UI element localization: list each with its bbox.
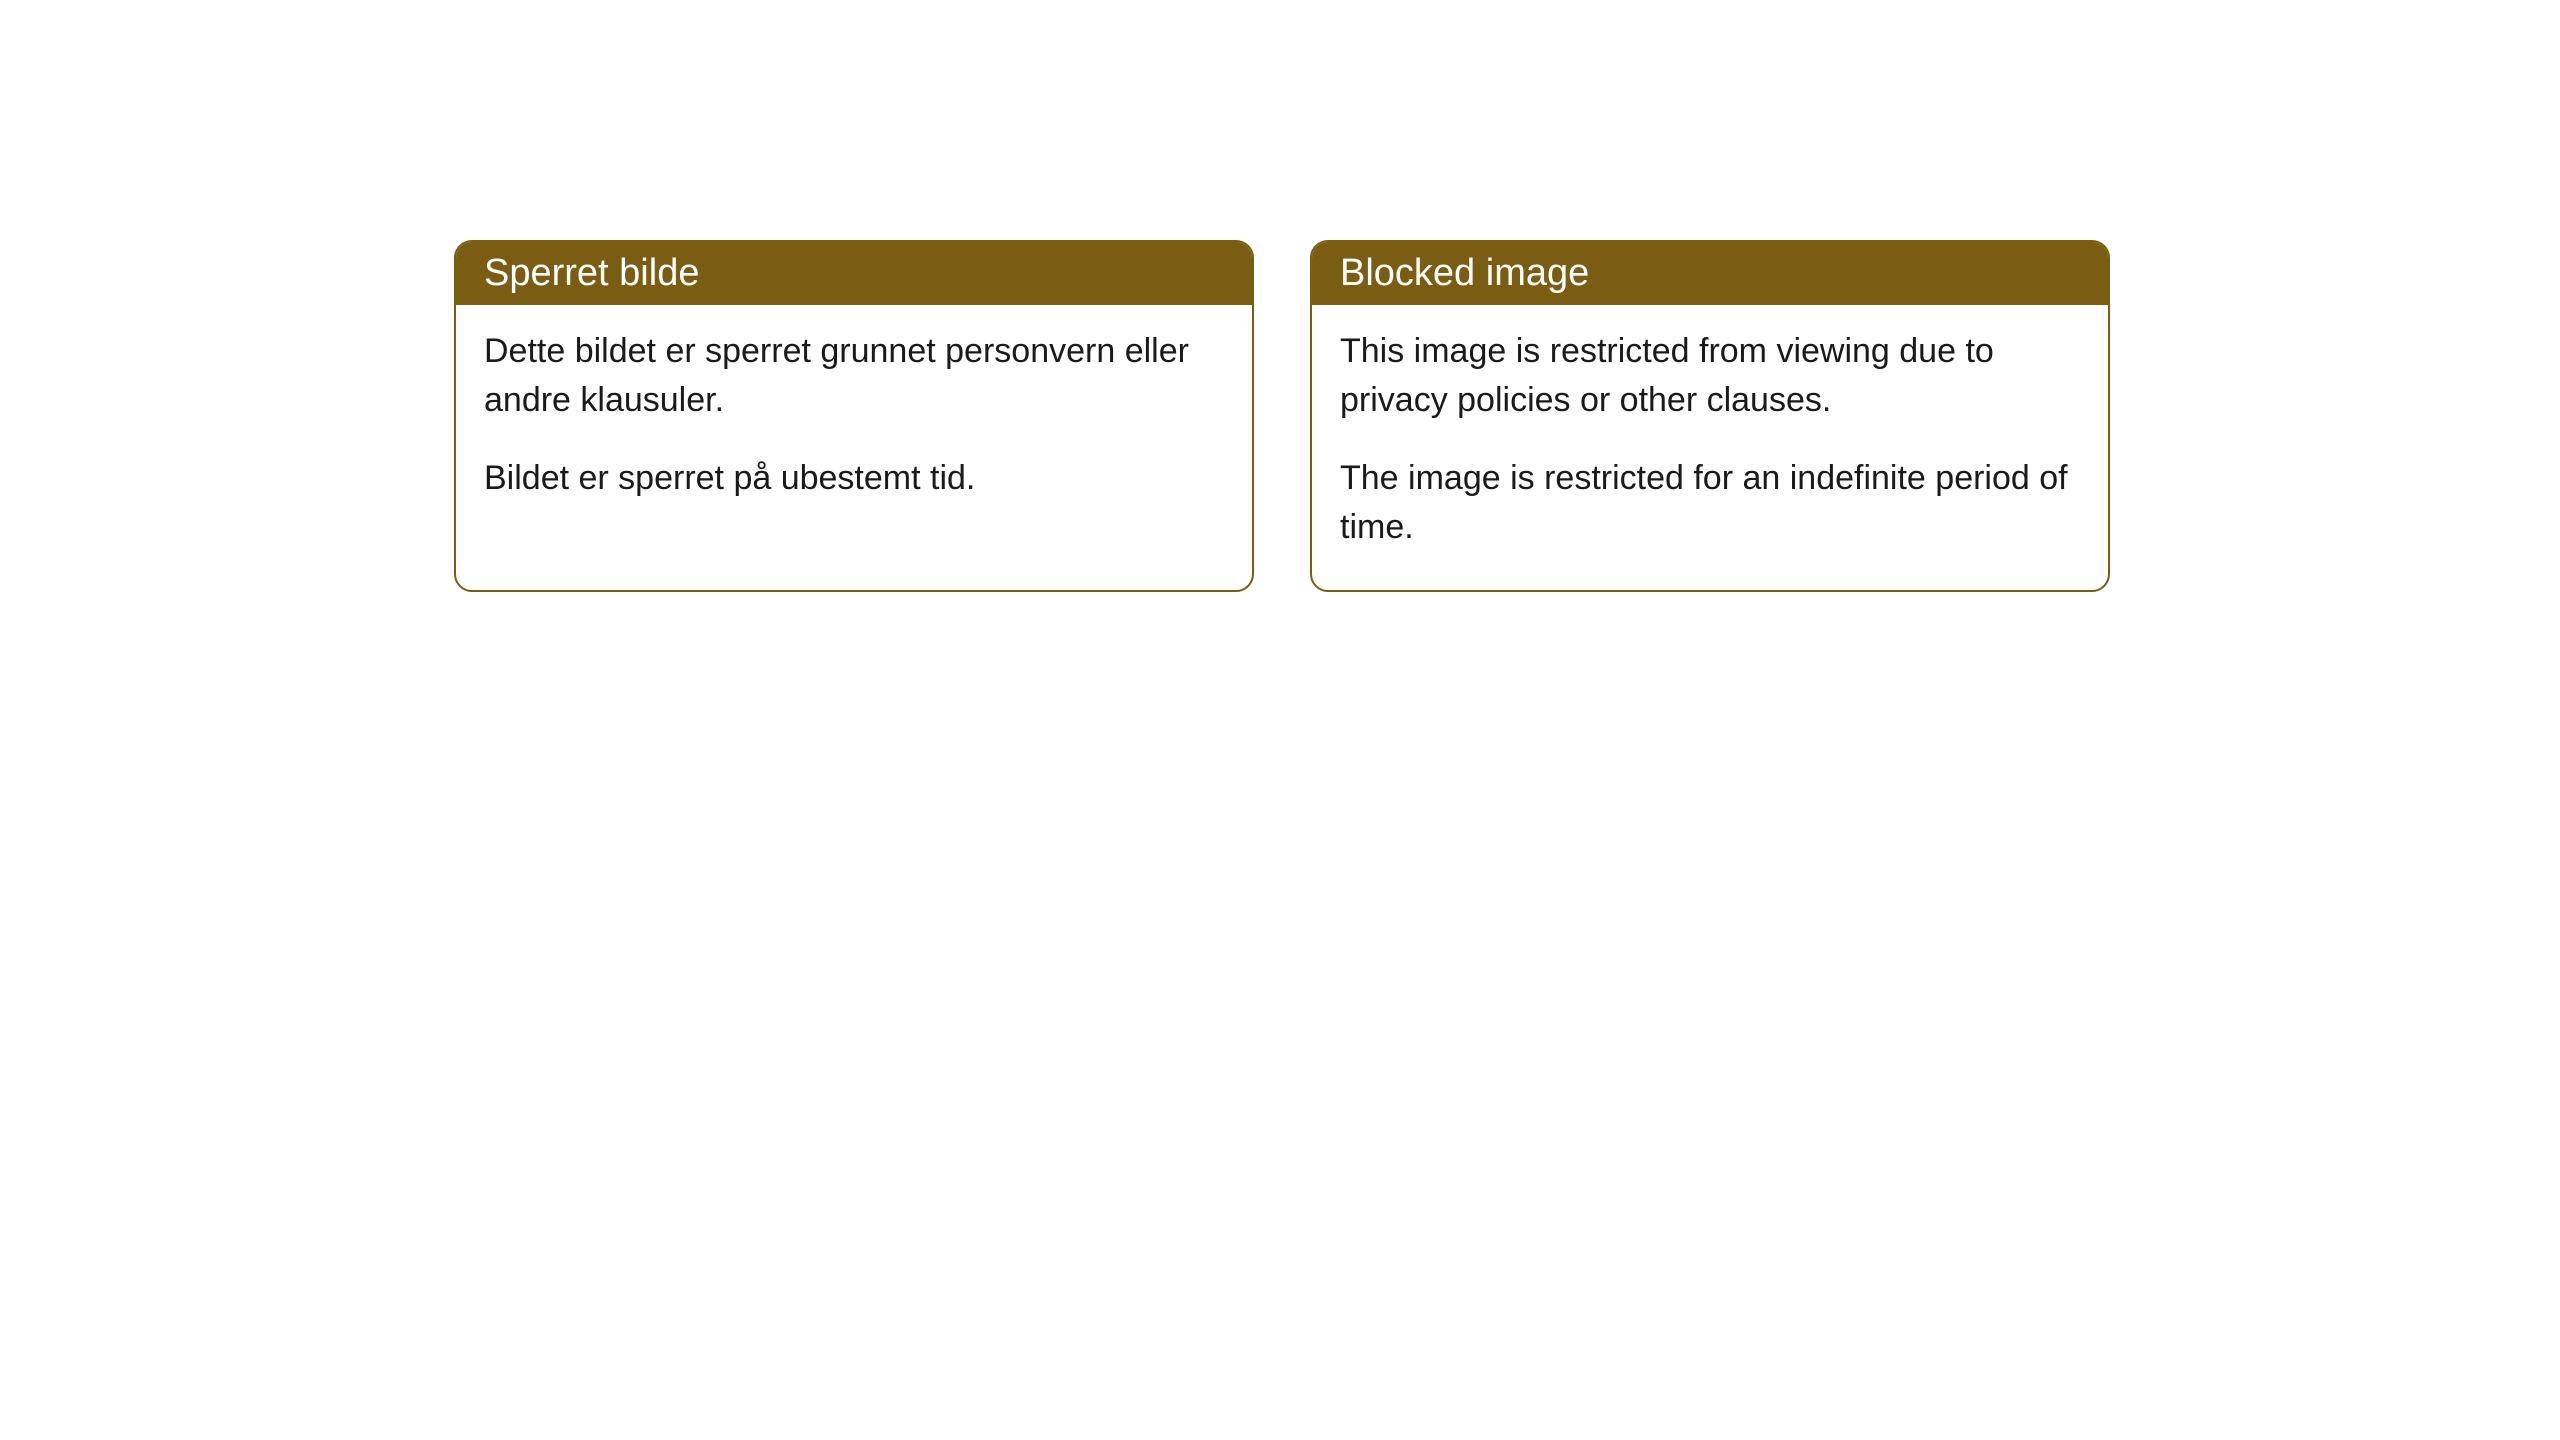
- card-text-1: Dette bildet er sperret grunnet personve…: [484, 327, 1224, 426]
- card-title: Sperret bilde: [484, 252, 699, 294]
- card-text-2: Bildet er sperret på ubestemt tid.: [484, 454, 1224, 503]
- card-body-norwegian: Dette bildet er sperret grunnet personve…: [456, 305, 1252, 541]
- blocked-image-card-english: Blocked image This image is restricted f…: [1310, 240, 2110, 592]
- card-text-2: The image is restricted for an indefinit…: [1340, 454, 2080, 553]
- card-text-1: This image is restricted from viewing du…: [1340, 327, 2080, 426]
- card-header-norwegian: Sperret bilde: [456, 242, 1252, 305]
- card-title: Blocked image: [1340, 252, 1589, 294]
- card-body-english: This image is restricted from viewing du…: [1312, 305, 2108, 590]
- notice-cards-container: Sperret bilde Dette bildet er sperret gr…: [454, 240, 2560, 592]
- card-header-english: Blocked image: [1312, 242, 2108, 305]
- blocked-image-card-norwegian: Sperret bilde Dette bildet er sperret gr…: [454, 240, 1254, 592]
